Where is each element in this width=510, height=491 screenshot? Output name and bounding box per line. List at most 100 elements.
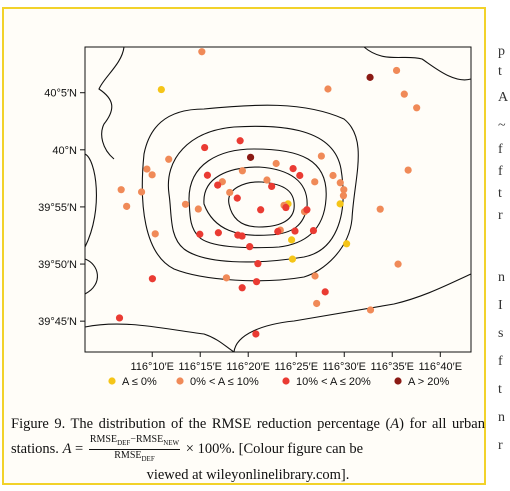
- station-point-c2: [366, 306, 375, 314]
- equation-times: × 100%.: [185, 440, 236, 457]
- station-point-c2: [137, 188, 146, 196]
- station-point-c3: [296, 171, 304, 180]
- station-point-c3: [214, 229, 222, 237]
- station-point-c3: [252, 330, 260, 338]
- station-point-c2: [148, 171, 156, 179]
- legend-label: 0% < A ≤ 10%: [190, 376, 259, 388]
- station-point-c2: [238, 167, 246, 175]
- y-tick-label: 39°55′N: [38, 202, 77, 214]
- station-point-c3: [252, 278, 261, 286]
- station-point-c3: [282, 203, 290, 212]
- station-point-c3: [246, 243, 254, 251]
- station-point-c3: [148, 275, 157, 283]
- x-tick-label: 116°40′E: [419, 361, 463, 373]
- station-point-c3: [115, 314, 124, 322]
- contour-lines: [84, 46, 472, 353]
- equation-fraction: RMSEDEF−RMSENEW RMSEDEF: [88, 434, 181, 465]
- adjacent-column-glyph: r: [498, 208, 503, 223]
- station-point-c3: [201, 143, 209, 152]
- station-point-c2: [198, 48, 206, 56]
- station-point-c2: [329, 171, 337, 180]
- x-tick-label: 116°10′E: [130, 361, 174, 373]
- legend-swatch: [176, 377, 184, 385]
- station-point-c1: [336, 200, 344, 208]
- station-point-c3: [238, 284, 246, 292]
- station-point-c2: [400, 90, 408, 98]
- legend-label: A ≤ 0%: [122, 376, 157, 388]
- adjacent-column-glyph: t: [498, 186, 502, 201]
- station-point-c2: [392, 66, 401, 75]
- axes: 116°10′E 116°15′E 116°20′E 116°25′E 116°30′E…: [38, 88, 462, 373]
- legend-label: 10% < A ≤ 20%: [296, 376, 371, 388]
- station-point-c2: [413, 104, 421, 112]
- station-point-c2: [336, 179, 344, 187]
- equation-denominator: RMSEDEF: [114, 450, 155, 463]
- station-point-c3: [236, 137, 244, 145]
- legend: A ≤ 0% 0% < A ≤ 10% 10% < A ≤ 20% A > 20%: [108, 376, 450, 388]
- station-point-c2: [143, 165, 151, 173]
- caption-line2-end: [Colour figure can be: [238, 440, 364, 457]
- station-point-c3: [309, 226, 318, 235]
- station-point-c2: [317, 152, 325, 160]
- adjacent-column-glyph: I: [498, 298, 503, 313]
- station-point-c3: [203, 171, 212, 179]
- station-point-c2: [194, 205, 202, 213]
- adjacent-column-glyph: f: [498, 354, 503, 369]
- adjacent-column-glyph: ~: [498, 118, 506, 133]
- adjacent-column-glyph: f: [498, 164, 503, 179]
- station-point-c3: [274, 227, 282, 236]
- station-point-c2: [117, 186, 125, 194]
- station-point-c2: [181, 200, 190, 208]
- station-point-c2: [376, 205, 384, 213]
- station-point-c3: [291, 227, 299, 235]
- station-point-c3: [289, 164, 297, 173]
- station-point-c3: [257, 206, 265, 214]
- station-point-c1: [288, 255, 297, 263]
- station-point-c2: [313, 299, 321, 308]
- station-point-c1: [343, 240, 351, 248]
- station-point-c2: [324, 85, 332, 93]
- adjacent-column-glyph: r: [498, 438, 503, 453]
- station-point-c1: [157, 85, 165, 94]
- adjacent-column-glyph: f: [498, 142, 503, 157]
- station-point-c3: [268, 182, 276, 191]
- adjacent-column-glyph: t: [498, 64, 502, 79]
- y-tick-label: 40°5′N: [44, 88, 77, 100]
- y-tick-label: 39°50′N: [38, 259, 77, 271]
- station-point-c3: [214, 181, 222, 189]
- station-point-c4: [246, 153, 255, 161]
- caption-lead-end: ) for: [399, 416, 427, 432]
- x-tick-label: 116°30′E: [322, 361, 366, 373]
- station-point-c3: [196, 230, 204, 238]
- adjacent-column-glyph: p: [498, 44, 505, 59]
- plot-area: [84, 46, 472, 353]
- y-tick-label: 40°N: [52, 145, 77, 157]
- y-tick-label: 39°45′N: [38, 316, 77, 328]
- station-points: [115, 48, 421, 338]
- figure-caption: Figure 9. The distribution of the RMSE r…: [11, 414, 485, 485]
- station-point-c3: [233, 194, 241, 202]
- adjacent-column-glyph: n: [498, 410, 505, 425]
- station-point-c2: [311, 272, 319, 280]
- station-point-c2: [222, 274, 231, 282]
- equation-equals: =: [75, 440, 84, 457]
- equation-variable: A: [62, 440, 72, 457]
- legend-swatch: [108, 377, 116, 385]
- scatter-map: 116°10′E 116°15′E 116°20′E 116°25′E 116°30′E…: [38, 46, 472, 388]
- x-tick-label: 116°25′E: [274, 361, 318, 373]
- caption-variable: A: [390, 416, 400, 432]
- legend-swatch: [282, 377, 290, 385]
- station-point-c2: [123, 202, 131, 210]
- caption-lead: Figure 9. The distribution of the RMSE r…: [11, 416, 391, 432]
- station-point-c2: [165, 155, 173, 163]
- legend-swatch: [394, 377, 402, 385]
- station-point-c2: [272, 159, 280, 168]
- station-point-c2: [394, 260, 402, 268]
- station-point-c1: [287, 236, 296, 244]
- adjacent-column-glyph: A: [498, 90, 509, 105]
- station-point-c2: [226, 188, 234, 197]
- station-point-c3: [254, 260, 262, 268]
- x-tick-label: 116°35′E: [370, 361, 414, 373]
- station-point-c2: [151, 230, 159, 238]
- station-point-c2: [311, 178, 319, 186]
